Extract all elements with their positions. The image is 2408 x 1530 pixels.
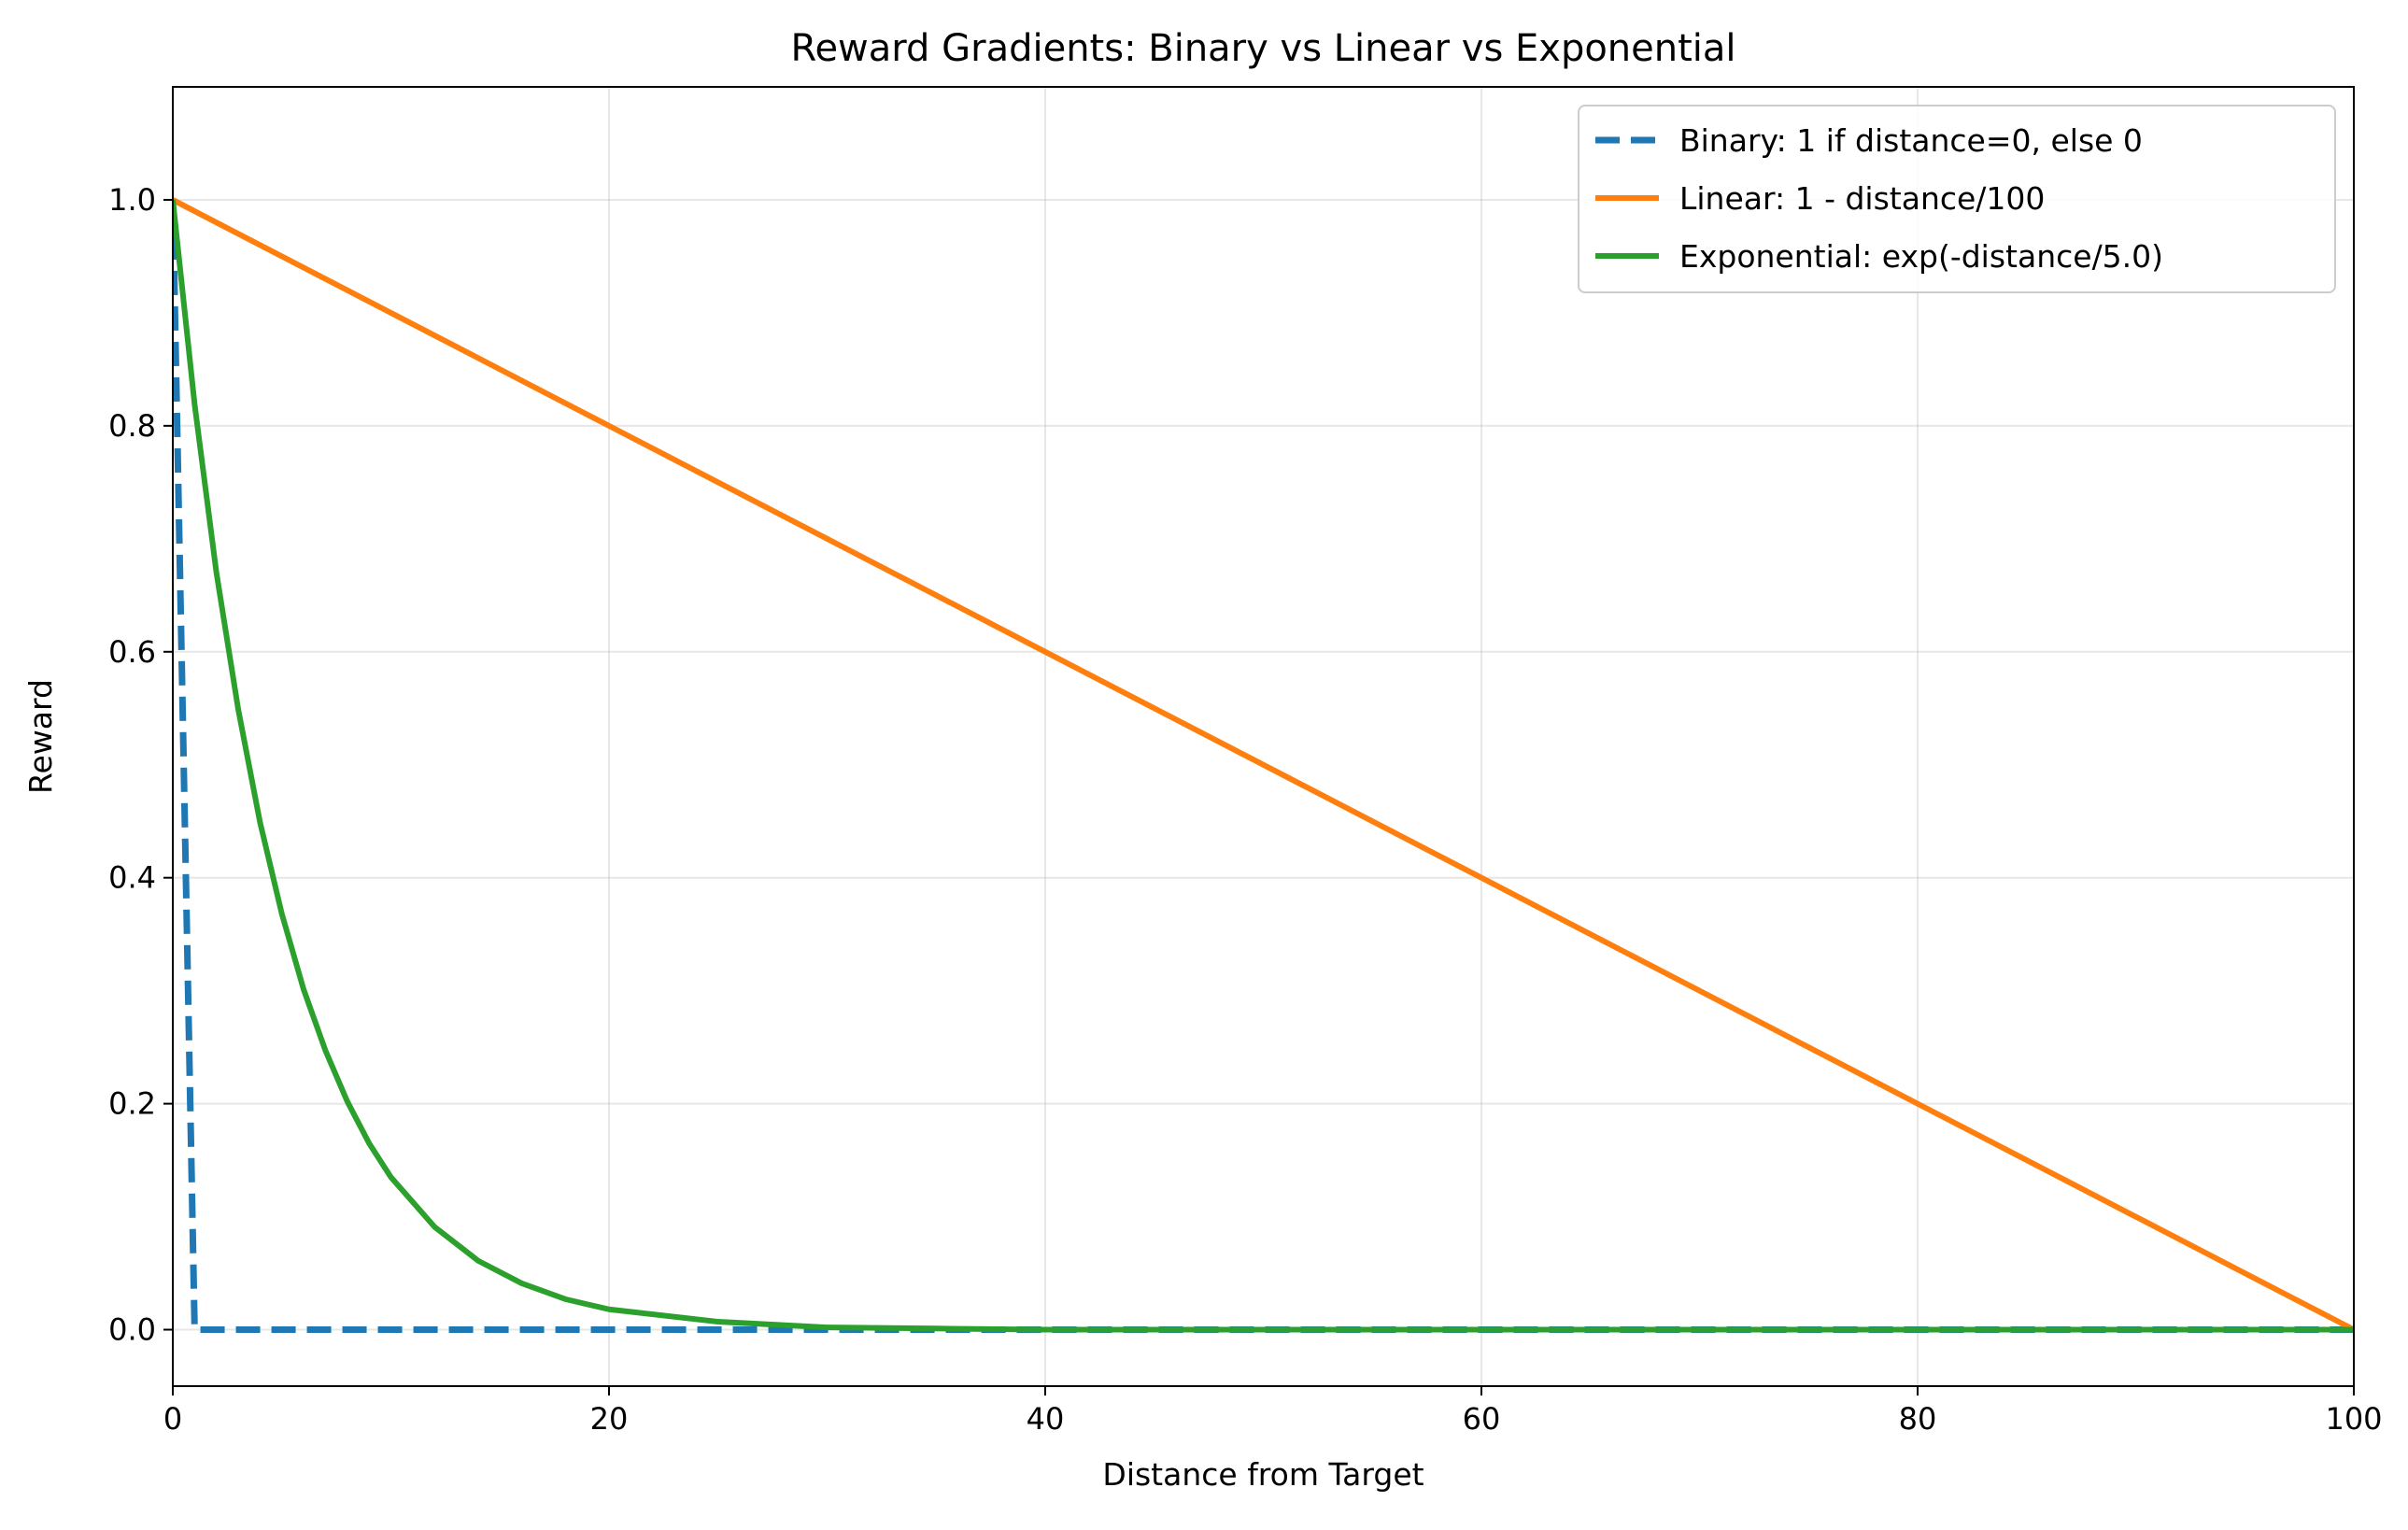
plot-frame <box>172 86 2355 1387</box>
series-line-2 <box>173 197 2354 1333</box>
x-tick-label: 40 <box>1027 1401 1065 1437</box>
series-line-3 <box>173 199 2354 1333</box>
y-tick-label: 0.0 <box>108 1312 156 1348</box>
legend: Binary: 1 if distance=0, else 0 Linear: 1… <box>1578 105 2336 293</box>
y-axis: 0.0 0.2 0.4 0.6 0.8 1.0 <box>108 182 173 1348</box>
x-tick-label: 100 <box>2325 1401 2382 1437</box>
x-axis: 0 20 40 60 80 100 <box>163 1386 2383 1437</box>
y-tick-label: 0.6 <box>108 634 156 670</box>
series-layer <box>173 197 2354 1334</box>
plot-area <box>173 87 2354 1386</box>
x-tick-label: 20 <box>590 1401 629 1437</box>
y-axis-label: Reward <box>22 679 59 794</box>
legend-box <box>1578 105 2336 293</box>
y-tick-label: 0.2 <box>108 1086 156 1122</box>
y-tick-label: 1.0 <box>108 182 156 218</box>
x-tick-label: 60 <box>1463 1401 1501 1437</box>
x-tick-label: 0 <box>163 1401 182 1437</box>
legend-label-1: Binary: 1 if distance=0, else 0 <box>1679 122 2143 159</box>
legend-label-3: Exponential: exp(-distance/5.0) <box>1679 238 2163 275</box>
legend-label-2: Linear: 1 - distance/100 <box>1679 180 2045 217</box>
y-tick-label: 0.4 <box>108 860 156 896</box>
y-tick-label: 0.8 <box>108 408 156 444</box>
chart-title: Reward Gradients: Binary vs Linear vs Ex… <box>790 27 1735 70</box>
x-axis-label: Distance from Target <box>1102 1456 1424 1493</box>
x-tick-label: 80 <box>1899 1401 1937 1437</box>
